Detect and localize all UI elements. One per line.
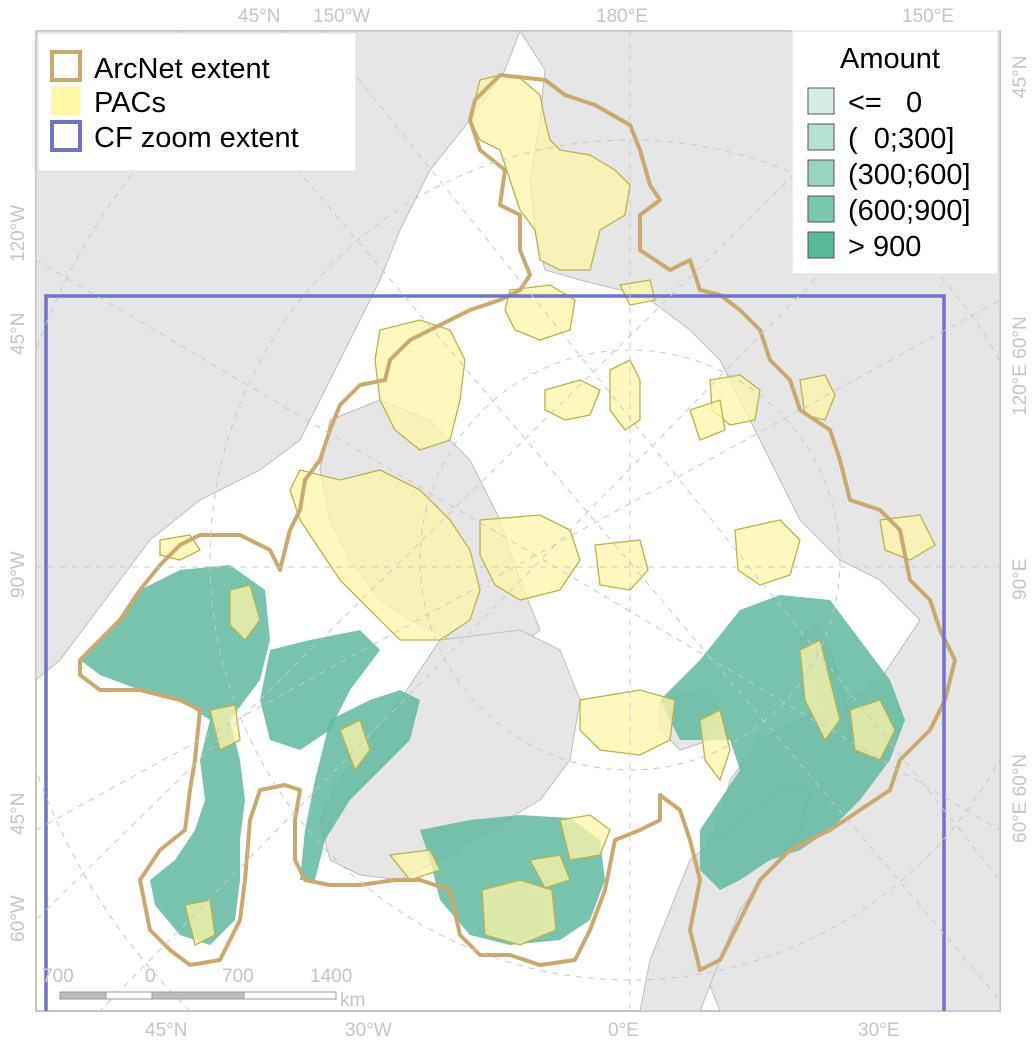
cf-zoom-extent bbox=[44, 294, 946, 1011]
legend-amount-title: Amount bbox=[840, 43, 940, 75]
scale-segment-1 bbox=[59, 991, 107, 1000]
legend-amount: Amount <= 0 ( 0;300] (300;600] (600;900]… bbox=[791, 30, 999, 275]
legend-label-arcnet: ArcNet extent bbox=[94, 53, 270, 85]
pac-layer bbox=[159, 74, 936, 946]
graticule-meridian-diag-2 bbox=[36, 31, 941, 921]
graticule-label-bottom-3: 0°E bbox=[608, 1020, 639, 1041]
pac-hudson-1 bbox=[229, 584, 261, 641]
legend-amount-label-4: (600;900] bbox=[848, 195, 971, 227]
pac-pacific-north bbox=[689, 399, 726, 441]
graticule-label-bottom-4: 30°E bbox=[858, 1020, 899, 1041]
pac-canadian-archipelago bbox=[289, 469, 481, 641]
legend-layers-box bbox=[37, 32, 357, 172]
graticule-label-right-2: 120°E 60°N bbox=[1010, 316, 1031, 416]
arcnet-extent-outline bbox=[78, 73, 957, 972]
scale-bar: 700 0 700 1400 km bbox=[42, 966, 365, 1011]
legend-amount-label-5: > 900 bbox=[848, 231, 921, 263]
graticule-label-left-3: 90°W bbox=[8, 551, 29, 598]
graticule-meridian-diag-4 bbox=[36, 299, 1000, 831]
pac-greenland-coast bbox=[339, 719, 371, 772]
pac-iceland-ring bbox=[481, 879, 557, 946]
pac-fram bbox=[579, 689, 676, 756]
graticule-meridian-diag-6 bbox=[99, 89, 1000, 1011]
pac-central-1 bbox=[544, 379, 601, 421]
scale-unit: km bbox=[340, 990, 365, 1011]
pac-barents-2 bbox=[799, 639, 841, 742]
graticule-label-top-2: 150°W bbox=[313, 6, 370, 27]
pac-alaska-north bbox=[619, 279, 656, 306]
pac-barents-1 bbox=[699, 709, 731, 782]
graticule-circle-inner bbox=[419, 349, 841, 771]
scale-segment-4 bbox=[243, 991, 337, 1000]
legend-amount-label-1: <= 0 bbox=[848, 87, 922, 119]
legend-amount-swatch-5 bbox=[807, 231, 835, 259]
amount-region-greenland-east bbox=[300, 690, 420, 880]
pac-hudson-3 bbox=[184, 899, 216, 946]
legend-amount-label-3: (300;600] bbox=[848, 159, 971, 191]
legend-label-cf-zoom: CF zoom extent bbox=[94, 122, 299, 154]
amount-raster bbox=[80, 565, 905, 945]
graticule-label-left-2: 45°N bbox=[8, 313, 29, 355]
amount-region-baffin bbox=[260, 630, 380, 750]
graticule-labels-right: 45°N 120°E 60°N 90°E 60°E 60°N bbox=[1010, 56, 1031, 843]
scale-tick-label-3: 700 bbox=[222, 966, 254, 987]
pac-norwegian bbox=[559, 814, 611, 861]
graticule-label-bottom-2: 30°W bbox=[345, 1020, 392, 1041]
pac-greenland-east-1 bbox=[388, 849, 441, 881]
scale-segment-3 bbox=[151, 991, 245, 1000]
scale-segment-2 bbox=[105, 991, 153, 1000]
amount-region-north-atlantic bbox=[420, 815, 605, 945]
graticule-label-left-5: 60°W bbox=[8, 895, 29, 942]
pac-north-pole-east bbox=[594, 539, 649, 591]
legend-amount-swatch-1 bbox=[807, 87, 835, 115]
amount-region-hudson bbox=[80, 565, 270, 945]
pac-bering bbox=[469, 74, 631, 271]
graticule-label-right-4: 60°E 60°N bbox=[1010, 754, 1031, 843]
legend-swatch-arcnet bbox=[50, 50, 82, 82]
graticule-label-right-3: 90°E bbox=[1010, 559, 1031, 600]
legend-amount-label-2: ( 0;300] bbox=[848, 123, 954, 155]
graticule-label-right-1: 45°N bbox=[1010, 56, 1031, 98]
legend-amount-swatch-4 bbox=[807, 195, 835, 223]
pac-central-arctic bbox=[479, 514, 581, 601]
graticule-label-left-4: 45°N bbox=[8, 793, 29, 835]
legend-layers: ArcNet extent PACs CF zoom extent bbox=[37, 32, 357, 172]
graticule-meridian-diag-5 bbox=[179, 31, 1000, 1001]
pac-kara bbox=[734, 519, 801, 586]
legend-amount-swatch-3 bbox=[807, 159, 835, 187]
graticule-labels-bottom: 45°N 30°W 0°E 30°E bbox=[145, 1020, 899, 1041]
legend-label-pacs: PACs bbox=[94, 87, 166, 119]
graticule-label-top-4: 150°E bbox=[902, 6, 954, 27]
legend-swatch-pacs bbox=[51, 86, 81, 116]
pac-greenland-east-2 bbox=[528, 854, 571, 889]
scale-tick-label-1: 700 bbox=[42, 966, 74, 987]
graticule-label-top-3: 180°E bbox=[596, 6, 648, 27]
graticule-label-top-1: 45°N bbox=[238, 6, 280, 27]
pac-hudson-2 bbox=[209, 704, 241, 751]
pac-chukchi bbox=[504, 284, 576, 341]
scale-tick-label-2: 0 bbox=[145, 966, 156, 987]
legend-amount-swatch-2 bbox=[807, 123, 835, 151]
graticule-label-bottom-1: 45°N bbox=[145, 1020, 187, 1041]
pac-laptev bbox=[799, 374, 836, 421]
graticule-labels-left: 120°W 45°N 90°W 45°N 60°W bbox=[8, 205, 29, 942]
graticule-meridian-diag-1 bbox=[319, 31, 1000, 881]
graticule-labels-top: 45°N 150°W 180°E 150°E bbox=[238, 6, 954, 27]
legend-swatch-cf-zoom bbox=[50, 120, 82, 152]
amount-region-barents bbox=[660, 595, 905, 890]
scale-tick-label-4: 1400 bbox=[310, 966, 352, 987]
graticule-label-left-1: 120°W bbox=[8, 205, 29, 262]
